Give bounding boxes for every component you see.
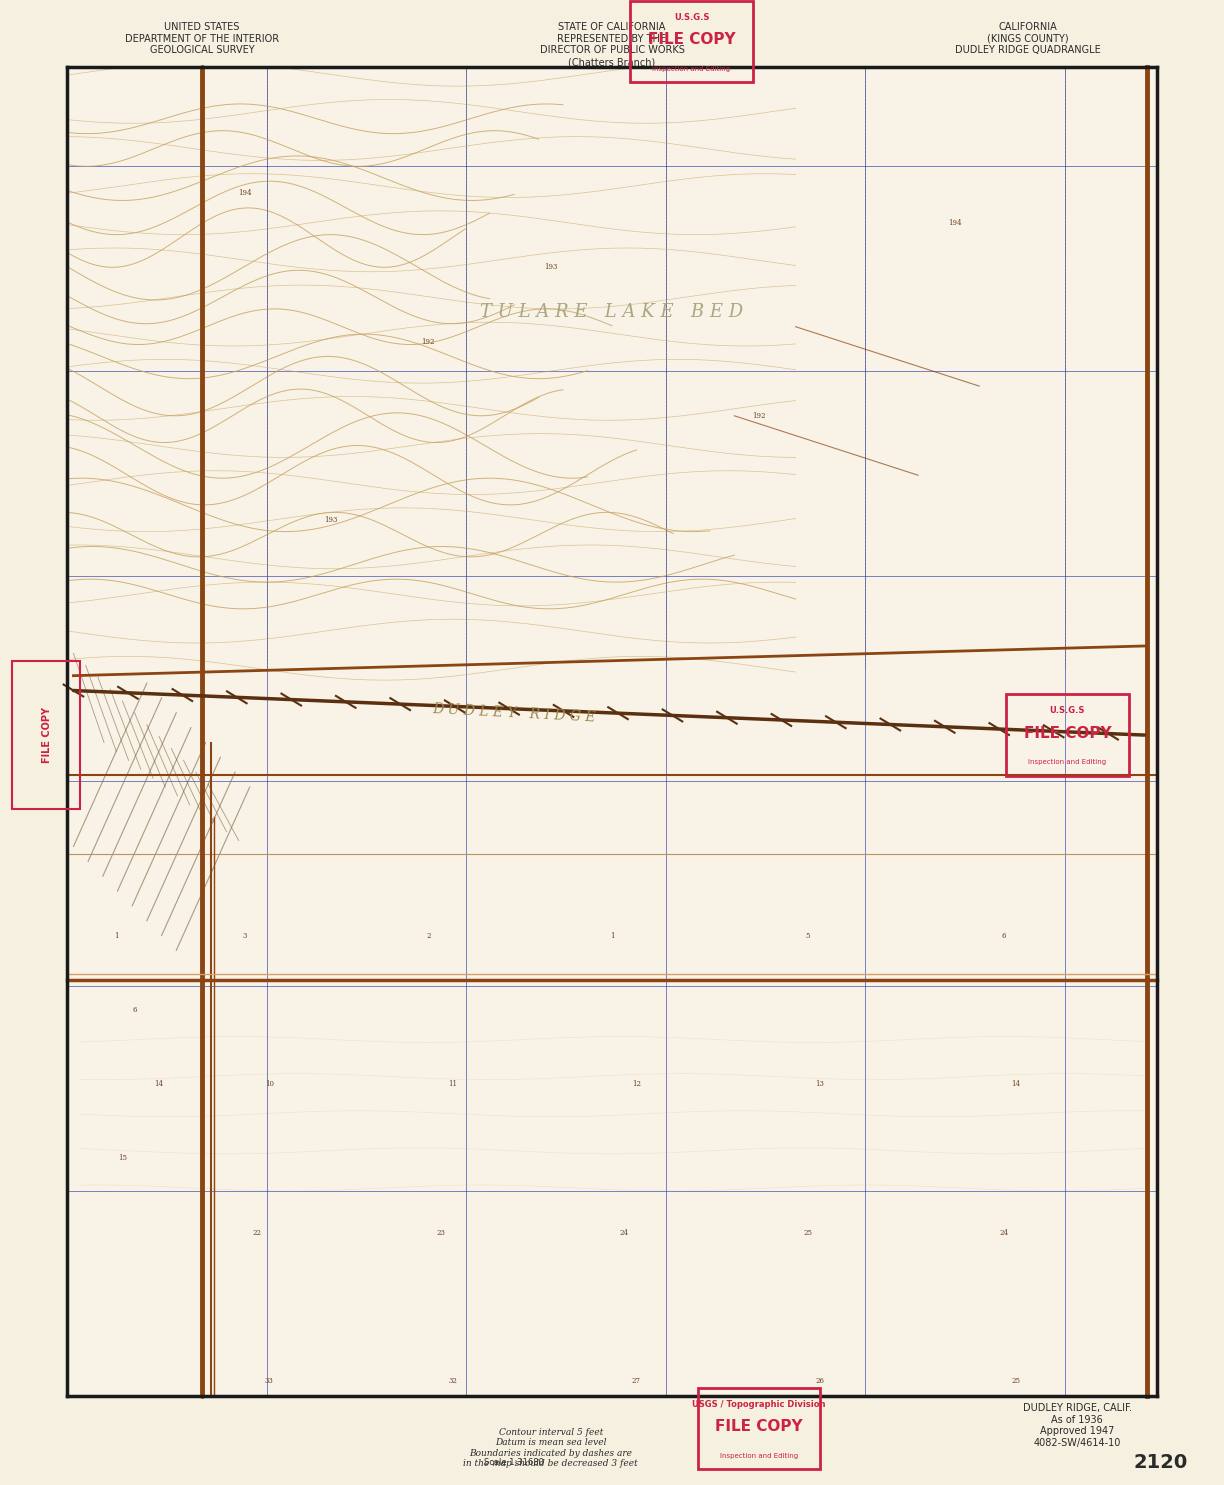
Text: 2120: 2120 bbox=[1133, 1454, 1187, 1472]
Text: 32: 32 bbox=[448, 1377, 458, 1386]
Text: 2: 2 bbox=[426, 931, 431, 940]
Text: Inspection and Editing: Inspection and Editing bbox=[1028, 759, 1106, 765]
Text: 14: 14 bbox=[1011, 1080, 1021, 1089]
Text: 26: 26 bbox=[815, 1377, 825, 1386]
Text: 22: 22 bbox=[252, 1228, 262, 1237]
Text: 15: 15 bbox=[118, 1154, 127, 1163]
Text: 1: 1 bbox=[610, 931, 614, 940]
Text: 24: 24 bbox=[619, 1228, 629, 1237]
Text: Inspection and Editing: Inspection and Editing bbox=[652, 65, 731, 71]
Text: 11: 11 bbox=[448, 1080, 458, 1089]
Bar bbox=[67, 67, 1157, 1396]
Text: 193: 193 bbox=[324, 515, 337, 524]
Text: 3: 3 bbox=[242, 931, 247, 940]
Text: 25: 25 bbox=[1011, 1377, 1021, 1386]
Text: 25: 25 bbox=[803, 1228, 813, 1237]
Text: 1: 1 bbox=[114, 931, 119, 940]
Text: 193: 193 bbox=[545, 263, 557, 272]
Text: FILE COPY: FILE COPY bbox=[1023, 726, 1111, 741]
Text: Contour interval 5 feet
Datum is mean sea level
Boundaries indicated by dashes a: Contour interval 5 feet Datum is mean se… bbox=[464, 1427, 638, 1469]
Text: 194: 194 bbox=[947, 218, 962, 227]
Text: UNITED STATES
DEPARTMENT OF THE INTERIOR
GEOLOGICAL SURVEY: UNITED STATES DEPARTMENT OF THE INTERIOR… bbox=[125, 22, 279, 55]
Text: 6: 6 bbox=[1001, 931, 1006, 940]
Text: USGS / Topographic Division: USGS / Topographic Division bbox=[692, 1399, 826, 1409]
Text: FILE COPY: FILE COPY bbox=[715, 1420, 803, 1435]
Text: 5: 5 bbox=[805, 931, 810, 940]
Text: DUDLEY RIDGE, CALIF.
As of 1936
Approved 1947
4082-SW/4614-10: DUDLEY RIDGE, CALIF. As of 1936 Approved… bbox=[1022, 1403, 1132, 1448]
Text: 13: 13 bbox=[815, 1080, 825, 1089]
Text: U.S.G.S: U.S.G.S bbox=[1050, 705, 1084, 716]
Text: 23: 23 bbox=[436, 1228, 446, 1237]
Text: 12: 12 bbox=[632, 1080, 641, 1089]
Text: Scale 1:31680: Scale 1:31680 bbox=[485, 1458, 543, 1467]
Text: 10: 10 bbox=[264, 1080, 274, 1089]
Text: T U L A R E   L A K E   B E D: T U L A R E L A K E B E D bbox=[481, 303, 743, 321]
Text: U.S.G.S: U.S.G.S bbox=[674, 12, 709, 22]
Text: 24: 24 bbox=[999, 1228, 1009, 1237]
Text: CALIFORNIA
(KINGS COUNTY)
DUDLEY RIDGE QUADRANGLE: CALIFORNIA (KINGS COUNTY) DUDLEY RIDGE Q… bbox=[955, 22, 1102, 55]
Text: 33: 33 bbox=[264, 1377, 274, 1386]
Text: 6: 6 bbox=[132, 1005, 137, 1014]
Text: STATE OF CALIFORNIA
REPRESENTED BY THE
DIRECTOR OF PUBLIC WORKS
(Chatters Branch: STATE OF CALIFORNIA REPRESENTED BY THE D… bbox=[540, 22, 684, 67]
Text: 192: 192 bbox=[421, 337, 436, 346]
Text: 27: 27 bbox=[632, 1377, 641, 1386]
Text: FILE COPY: FILE COPY bbox=[42, 707, 51, 763]
Text: Inspection and Editing: Inspection and Editing bbox=[720, 1452, 798, 1458]
Text: 14: 14 bbox=[154, 1080, 164, 1089]
Text: FILE COPY: FILE COPY bbox=[647, 33, 736, 48]
Text: 194: 194 bbox=[237, 189, 252, 198]
Text: D U D L E Y   R I D G E: D U D L E Y R I D G E bbox=[432, 701, 596, 725]
Text: 192: 192 bbox=[752, 411, 766, 420]
